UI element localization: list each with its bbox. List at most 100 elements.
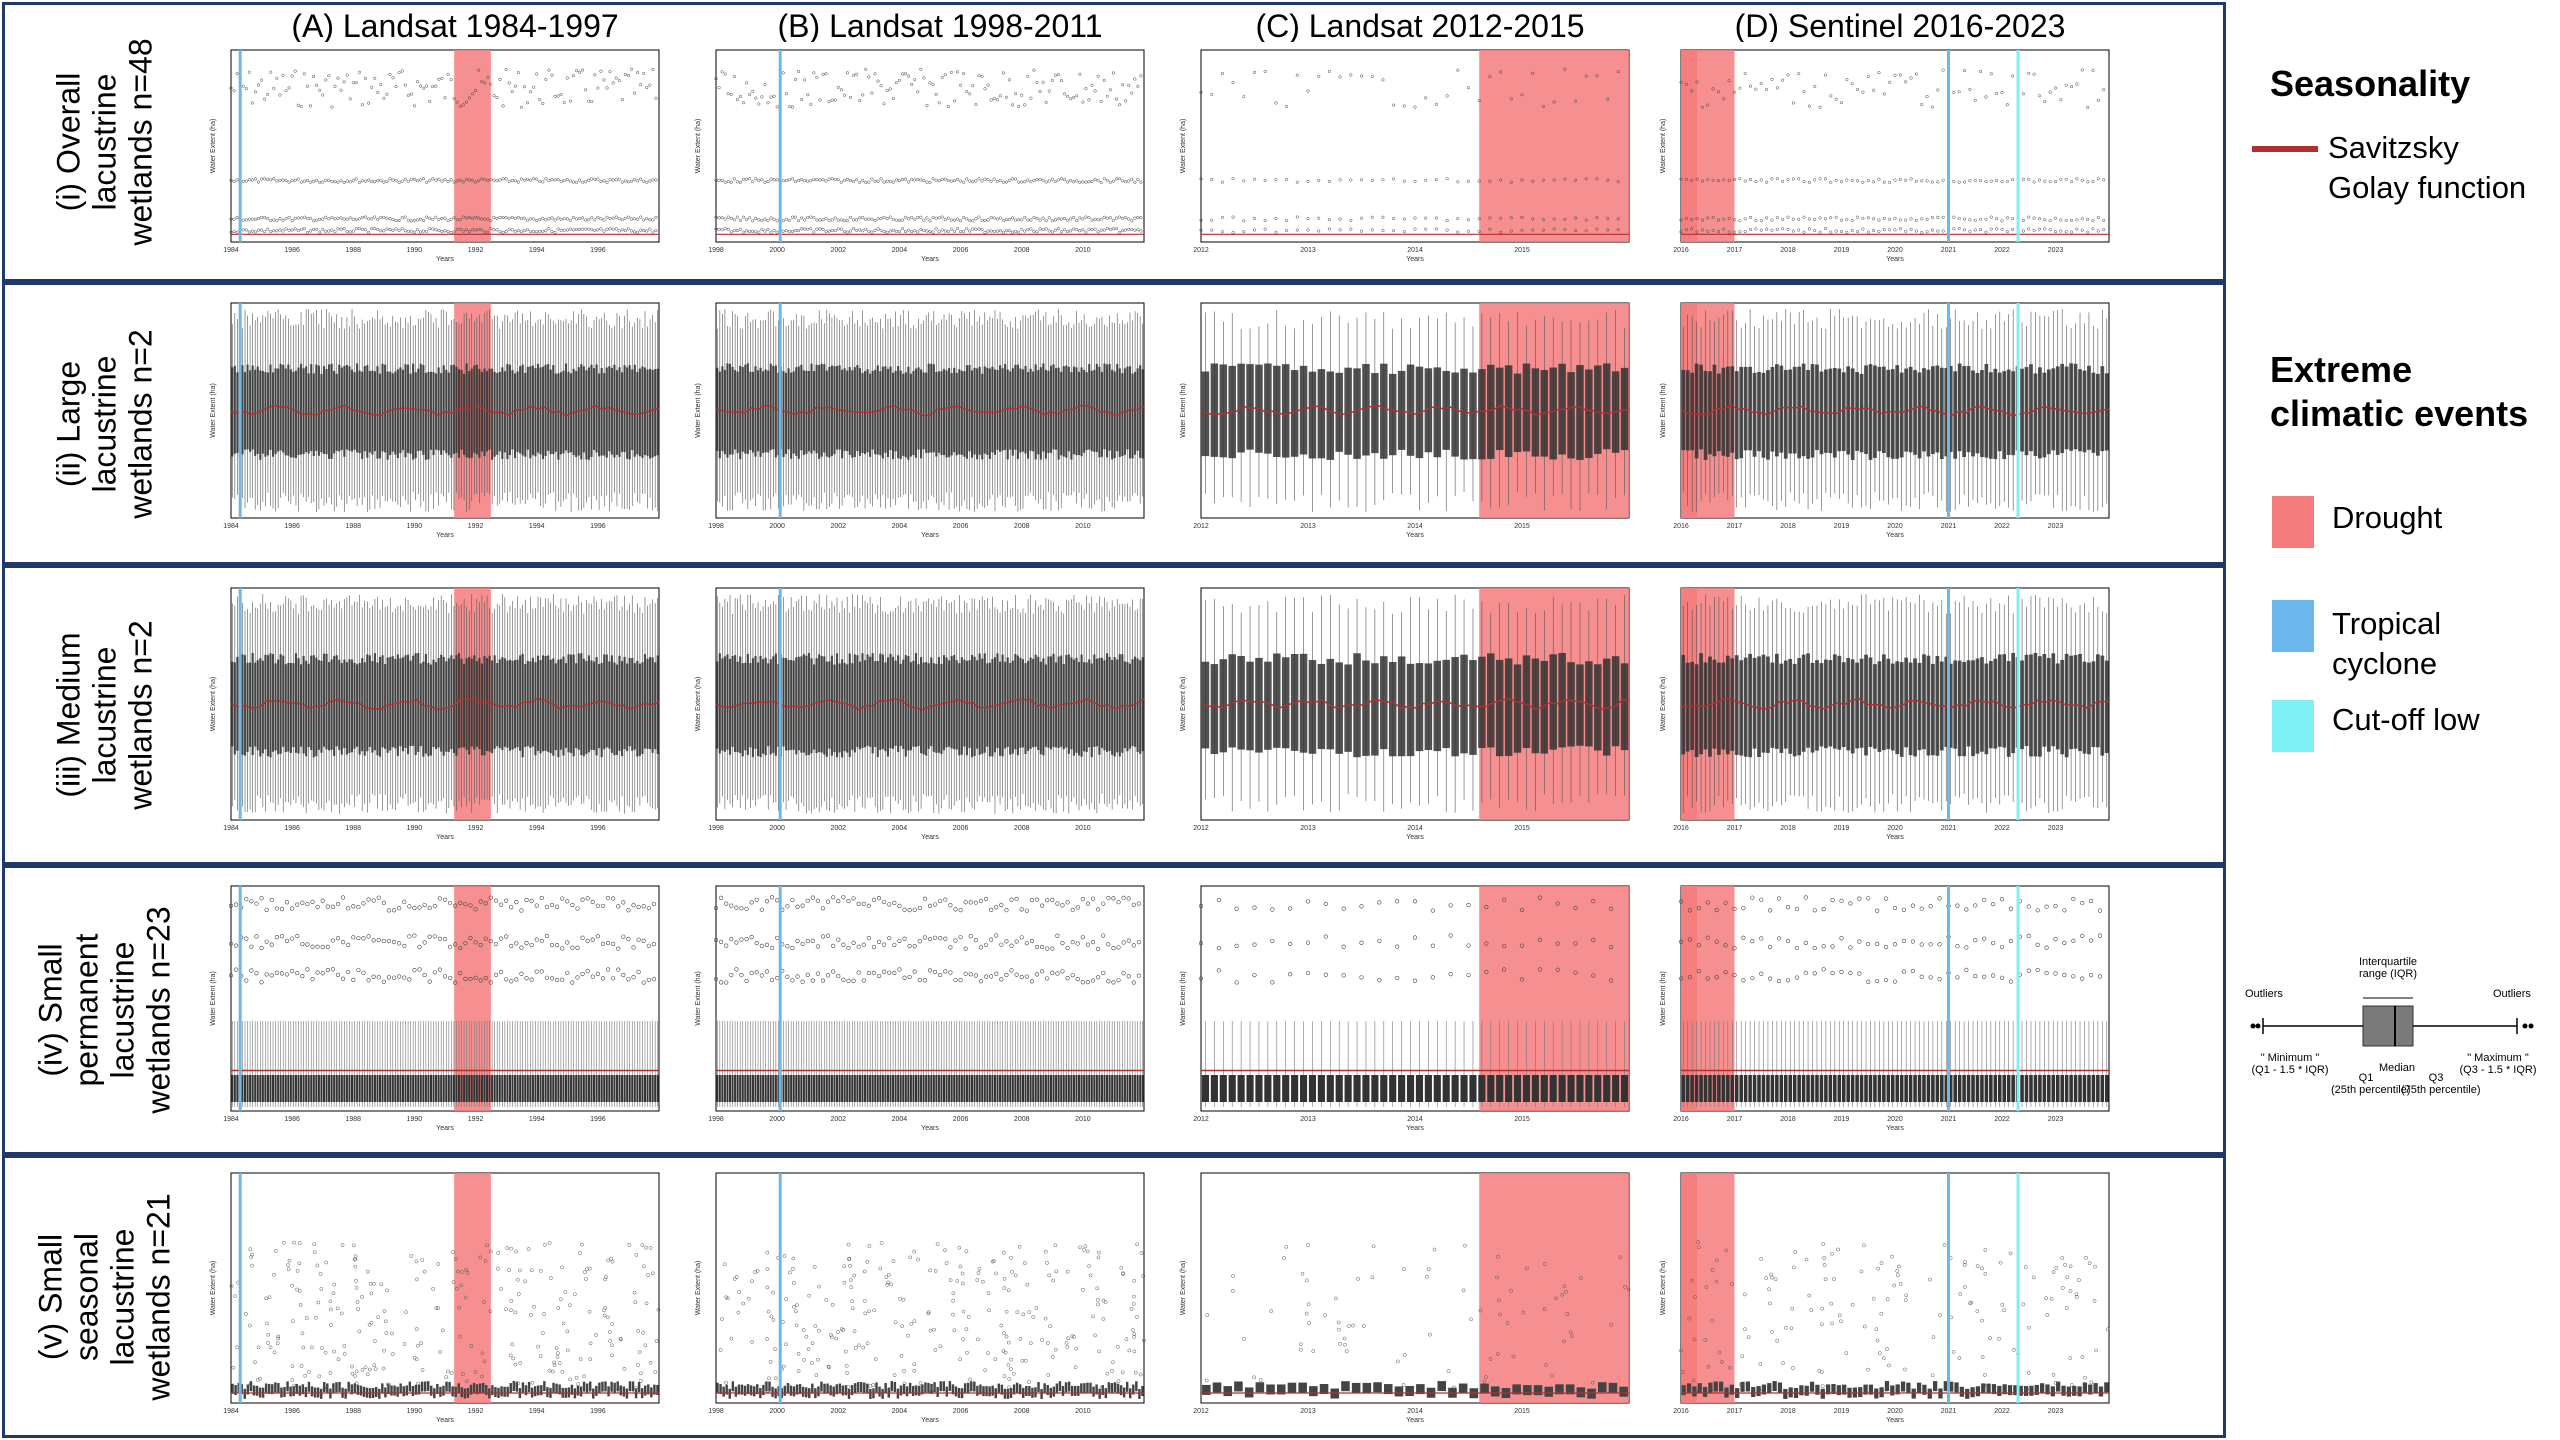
outlier-point [632,230,637,234]
outlier-point [403,215,407,219]
outlier-point [1941,68,1945,72]
y-axis-label: Water Extent (ha) [695,383,702,438]
outlier-point [470,92,475,96]
outlier-point [1102,228,1106,232]
outlier-point [986,229,990,233]
box [389,656,392,751]
outlier-point [1081,228,1085,232]
outlier-point [812,177,816,182]
outlier-point [327,74,331,78]
outlier-point [1531,217,1535,221]
box [1353,368,1361,459]
box [746,1075,749,1102]
box [356,664,359,747]
outlier-point [833,98,837,102]
box [830,655,833,756]
outlier-point [1722,178,1726,182]
outlier-point [902,936,907,941]
box [2060,363,2065,454]
outlier-point [554,904,560,909]
outlier-point [1850,219,1854,223]
box [384,364,387,453]
outlier-point [1231,80,1235,85]
outlier-point [861,216,865,220]
box [1075,1075,1078,1102]
outlier-point [1914,72,1918,76]
box [593,1075,596,1102]
outlier-point [1075,94,1079,98]
box [726,363,729,458]
box [470,658,473,747]
outlier-point [1117,230,1122,234]
box [412,363,415,460]
box [1016,1075,1019,1102]
outlier-point [724,980,729,985]
box [902,659,905,749]
outlier-point [864,227,868,231]
column-title-d: (D) Sentinel 2016-2023 [1734,8,2066,44]
outlier-point [477,68,481,72]
box [1273,365,1281,458]
outlier-point [340,976,346,981]
outlier-point [1402,179,1406,183]
box [1792,366,1797,454]
box [823,656,826,755]
box [534,1075,537,1102]
outlier-point [321,93,325,97]
box [333,656,336,757]
outlier-point [1020,227,1024,231]
box [643,367,647,455]
outlier-point [333,230,337,234]
box [598,373,601,457]
outlier-point [1014,896,1019,902]
outlier-point [529,90,533,94]
box [585,370,588,460]
box [986,663,989,747]
box [567,1075,570,1102]
outlier-point [483,901,488,906]
outlier-point [2086,230,2090,234]
box [1103,1075,1106,1102]
outlier-point [547,68,551,72]
outlier-point [1595,227,1599,231]
box [1246,1075,1254,1102]
x-tick-label: 2002 [830,1116,846,1123]
box [1075,657,1078,753]
box [1083,1075,1086,1102]
outlier-point [290,218,294,223]
box [649,369,652,459]
box [764,1075,767,1102]
outlier-point [2096,98,2100,102]
box [792,371,795,454]
drought-band [1681,588,1735,820]
box [741,663,744,757]
outlier-point [1877,71,1881,75]
outlier-point [1026,228,1030,232]
box [1415,663,1424,752]
outlier-point [2070,230,2074,234]
outlier-point [443,177,447,182]
outlier-point [1829,216,1833,220]
outlier-point [2075,218,2079,222]
box [790,660,793,750]
outlier-point [894,178,898,182]
outlier-point [513,179,517,183]
box [1134,656,1137,747]
outlier-point [437,77,441,81]
outlier-point [714,227,718,231]
outlier-point [2102,218,2106,222]
outlier-point [1136,940,1142,945]
outlier-point [1861,216,1865,220]
outlier-point [1053,228,1057,232]
outlier-point [1327,69,1331,73]
box [1783,660,1788,749]
outlier-point [580,935,585,940]
outlier-point [1242,179,1246,183]
outlier-point [244,936,249,941]
outlier-point [614,178,618,182]
box [539,1075,542,1102]
box [851,370,854,458]
outlier-point [458,945,463,951]
outlier-point [1065,900,1070,905]
outlier-point [769,895,775,900]
